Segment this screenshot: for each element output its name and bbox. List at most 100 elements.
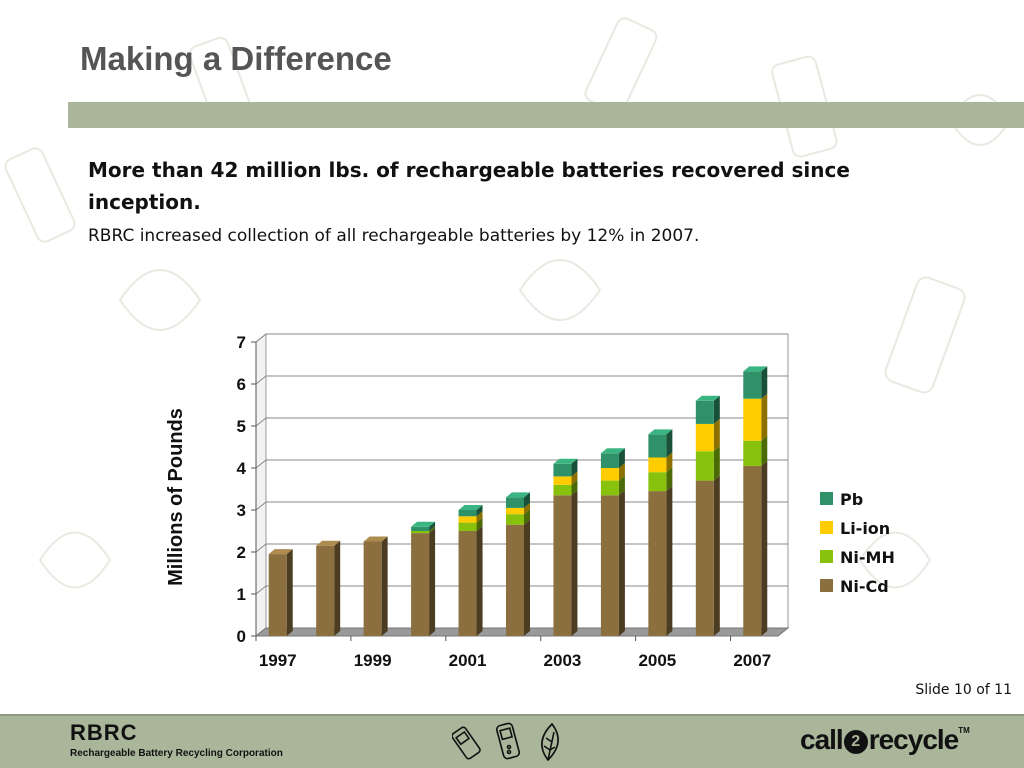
bar-stack [506,492,530,636]
legend-swatch-li-ion [820,521,833,534]
bar-segment-pb [695,400,714,424]
bar-segment-ni-cd [600,495,619,636]
x-tick-label: 1997 [259,651,297,670]
bar-segment-ni-cd [268,554,287,636]
bar-segment-ni-mh [648,472,667,492]
logo-circle: 2 [843,730,868,754]
bar-segment-pb [458,510,477,517]
y-tick-label: 7 [237,333,246,352]
footer-divider [0,714,1024,716]
y-axis-label: Millions of Pounds [165,408,187,586]
bar-segment-li-ion [506,507,524,515]
bar-side-ni-mh [618,475,625,496]
bar-stack [316,540,341,636]
bar-side-ni-cd [618,490,625,636]
bar-segment-ni-cd [648,491,667,636]
bar-side-pb [761,366,768,399]
stacked-bar-chart: 0 1 2 3 4 5 6 7 1997 1999 2001 2003 2005 2007 Millions… [165,332,895,670]
bar-side-pb [429,521,436,531]
bar-stack [411,521,436,636]
bar-segment-ni-cd [553,495,572,636]
bar-top [648,429,673,435]
bar-segment-li-ion [695,423,714,452]
bar-segment-li-ion [600,468,619,481]
bar-stack [600,448,625,636]
bar-side-li-ion [666,452,673,473]
call2recycle-logo: call 2 recycleTM [800,724,970,756]
bar-side-pb [666,429,673,458]
bar-segment-ni-cd [506,524,524,636]
bar-side-pb [524,492,530,508]
cell-phone-icon [452,726,481,760]
bar-segment-li-ion [743,398,762,441]
bar-segment-ni-mh [600,480,619,496]
bar-side-ni-cd [334,540,341,636]
mobile-phone-icon [495,722,521,760]
legend-label: Ni-MH [840,548,895,567]
bar-segment-pb [506,497,524,508]
bar-top [316,540,341,546]
footer-icons [452,722,559,762]
bar-side-ni-mh [666,467,673,492]
bar-segment-pb [600,453,619,468]
legend-label: Ni-Cd [840,577,889,596]
legend-swatch-pb [820,492,833,505]
bar-side-ni-cd [476,526,483,636]
bar-side-li-ion [524,502,530,515]
y-tick-label: 1 [237,585,246,604]
bar-stack [695,395,720,636]
bar-side-li-ion [571,471,578,485]
bar-top [553,458,578,464]
bar-side-pb [571,458,578,477]
bar-side-ni-mh [476,517,483,531]
legend-swatch-ni-cd [820,579,833,592]
bar-segment-pb [648,434,667,458]
bar-top [506,492,530,498]
slide-title: Making a Difference [80,40,392,77]
subline-text: RBRC increased collection of all recharg… [88,226,700,246]
x-tick-label: 2007 [733,651,771,670]
x-tick-label: 1999 [354,651,392,670]
bar-top [458,505,483,510]
x-tick-label: 2001 [449,651,487,670]
title-divider-bar [68,102,1024,128]
bar-side-ni-cd [429,528,436,636]
bar-segment-li-ion [648,457,667,473]
bar-segment-ni-cd [695,480,714,636]
bar-side-ni-mh [571,479,578,496]
bar-segment-li-ion [458,516,477,523]
gridline [255,375,788,385]
bar-side-ni-cd [666,486,673,636]
y-tick-label: 3 [237,501,246,520]
bar-side-ni-cd [286,549,293,636]
bar-segment-ni-cd [363,541,382,636]
org-full-name: Rechargeable Battery Recycling Corporati… [70,748,283,759]
bar-top [600,448,625,454]
y-tick-label: 0 [237,627,246,646]
bar-side-pb [618,448,625,468]
x-tick-label: 2005 [638,651,676,670]
legend-label: Li-ion [840,519,890,538]
bar-segment-ni-mh [506,514,524,525]
bar-segment-ni-mh [458,522,477,531]
bar-side-pb [476,505,483,517]
x-tick-label: 2003 [544,651,582,670]
bar-top [695,395,720,401]
y-tick-label: 5 [237,417,246,436]
bar-top [743,366,768,372]
bar-segment-pb [553,463,572,477]
org-abbreviation: RBRC [70,720,138,745]
bar-stack [268,549,293,636]
bar-top [268,549,293,555]
bar-stack [743,366,768,636]
legend-label: Pb [840,490,863,509]
logo-text-left: call [800,724,844,755]
bar-stack [458,505,483,636]
gridline [255,333,788,343]
bar-stack [363,536,388,636]
headline-text: More than 42 million lbs. of rechargeabl… [88,158,850,214]
leaf-icon [541,722,559,762]
bar-segment-ni-mh [553,484,572,496]
bar-side-ni-cd [524,519,530,636]
bar-side-li-ion [713,418,720,452]
